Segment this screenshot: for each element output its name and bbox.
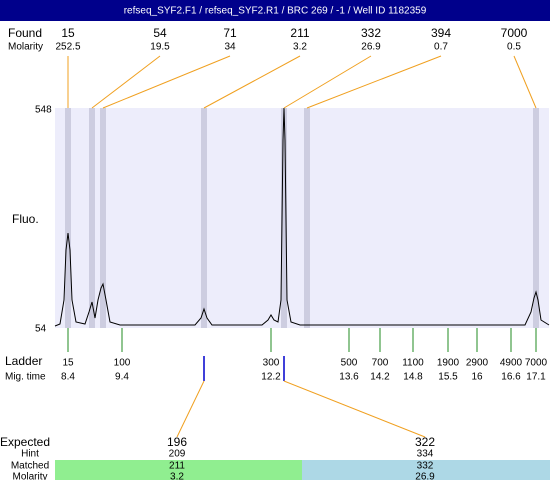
found-molarity: 0.7 [434,42,448,53]
found-molarity: 0.5 [507,42,521,53]
matched-band-2 [302,460,550,480]
peak-connector [306,55,442,109]
expected-size: 322 [415,435,435,449]
ladder-size: 300 [263,358,280,369]
peak-connector [102,55,231,109]
ladder-time: 15.5 [438,372,458,383]
y-axis-label: Fluo. [12,212,39,226]
expected-connector [283,380,426,438]
peak-band [100,108,106,328]
expected-label: Expected [0,435,50,449]
found-molarity: 3.2 [293,42,307,53]
ladder-time: 16.6 [501,372,521,383]
ladder-size: 1900 [437,358,460,369]
ladder-size: 15 [62,358,74,369]
ladder-time: 17.1 [526,372,546,383]
y-top-label: 548 [35,105,52,116]
peak-band [281,108,287,328]
ladder-label: Ladder [5,354,42,368]
ladder-size: 100 [114,358,131,369]
found-label: Found [8,26,42,40]
ladder-size: 2900 [466,358,489,369]
peak-connector [91,55,161,109]
found-size: 332 [361,26,381,40]
fluorescence-trace [54,107,550,327]
found-molarity: 26.9 [361,42,381,53]
peak-band [201,108,207,328]
hint-size: 334 [417,449,434,460]
peak-band [89,108,95,328]
found-size: 211 [290,26,309,40]
ladder-size: 700 [372,358,389,369]
expected-molarity-label: Molarity [12,472,47,480]
ladder-time: 13.6 [339,372,359,383]
ladder-size: 1100 [402,358,424,369]
mig-time-label: Mig. time [5,372,46,383]
matched-size: 211 [169,461,185,472]
peak-connector [203,55,301,109]
ladder-time: 12.2 [261,372,281,383]
hint-label: Hint [21,449,39,460]
y-bottom-label: 54 [35,324,47,335]
peak-band [533,108,539,328]
matched-molarity: 26.9 [415,472,435,480]
ladder-time: 9.4 [115,372,129,383]
ladder-time: 14.8 [403,372,423,383]
found-size: 71 [223,26,237,40]
peak-connector [513,55,537,109]
found-size: 394 [431,26,451,40]
ladder-size: 7000 [525,358,548,369]
found-size: 54 [153,26,167,40]
peak-band [304,108,310,328]
matched-band-1 [55,460,302,480]
expected-connector [176,380,205,438]
matched-size: 332 [417,461,434,472]
ladder-time: 16 [471,372,483,383]
expected-size: 196 [167,435,187,449]
found-size: 7000 [501,26,528,40]
found-molarity: 252.5 [55,42,80,53]
peak-connector [283,55,372,109]
peak-band [65,108,71,328]
ladder-time: 8.4 [61,372,75,383]
title: refseq_SYF2.F1 / refseq_SYF2.R1 / BRC 26… [124,6,427,17]
plot-area [55,108,549,328]
matched-molarity: 3.2 [170,472,184,480]
ladder-time: 14.2 [370,372,390,383]
title-bar [0,0,550,21]
molarity-label: Molarity [8,42,43,53]
hint-size: 209 [169,449,186,460]
ladder-size: 4900 [500,358,523,369]
found-size: 15 [61,26,75,40]
ladder-size: 500 [341,358,358,369]
found-molarity: 34 [224,42,236,53]
matched-label: Matched [11,461,49,472]
found-molarity: 19.5 [150,42,170,53]
